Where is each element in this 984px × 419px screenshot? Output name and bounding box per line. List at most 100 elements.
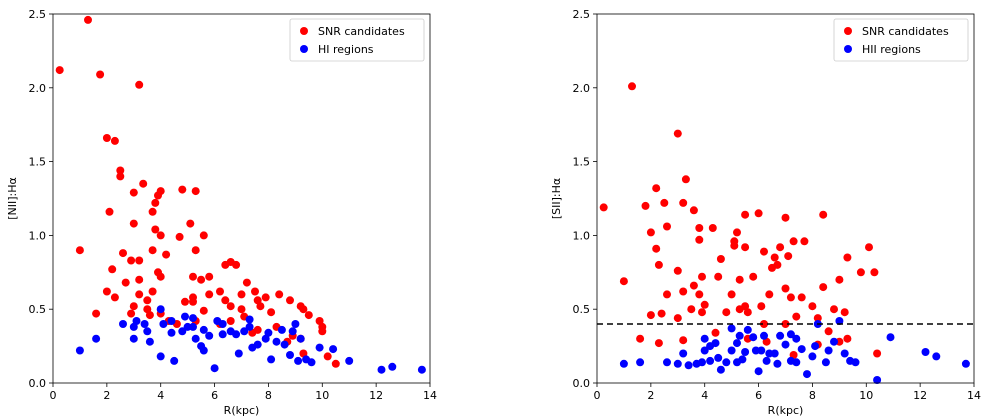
sii-point-snr-27 — [776, 243, 785, 252]
nii-y-tick-label-5: 2.5 — [29, 8, 47, 21]
sii-point-region-21 — [743, 325, 752, 334]
nii-point-region-30 — [264, 328, 273, 337]
nii-point-region-54 — [205, 331, 214, 340]
nii-legend-label-snr: SNR candidates — [318, 25, 405, 38]
nii-x-tick-label-3: 6 — [211, 389, 218, 402]
sii-point-region-18 — [735, 331, 744, 340]
sii-point-snr-65 — [698, 308, 706, 317]
sii-point-snr-60 — [636, 334, 645, 343]
nii-point-snr-81 — [253, 325, 262, 334]
sii-point-snr-38 — [698, 272, 706, 281]
sii-point-snr-35 — [870, 268, 879, 277]
sii-point-snr-82 — [873, 349, 882, 358]
nii-point-snr-33 — [232, 260, 241, 269]
nii-point-snr-1 — [84, 15, 92, 24]
nii-x-tick-label-7: 14 — [423, 389, 437, 402]
nii-point-snr-78 — [226, 317, 235, 325]
sii-point-snr-24 — [760, 247, 768, 256]
nii-point-region-7 — [156, 305, 165, 314]
sii-point-snr-76 — [679, 336, 688, 345]
sii-point-region-31 — [786, 330, 795, 339]
nii-point-region-49 — [234, 349, 243, 358]
sii-point-region-30 — [781, 340, 790, 349]
nii-point-region-51 — [267, 355, 276, 364]
sii-point-snr-72 — [824, 327, 833, 336]
sii-point-region-4 — [679, 349, 688, 358]
nii-legend: SNR candidates HI regions — [289, 18, 425, 62]
sii-point-region-12 — [714, 353, 723, 362]
nii-point-snr-67 — [304, 311, 313, 320]
sii-point-region-16 — [727, 324, 736, 333]
nii-point-region-0 — [75, 346, 84, 355]
sii-point-snr-48 — [619, 277, 628, 286]
nii-point-region-33 — [280, 340, 289, 349]
nii-point-region-35 — [291, 320, 300, 328]
sii-point-snr-9 — [646, 228, 655, 237]
sii-y-tick-label-0: 0.0 — [573, 377, 591, 390]
sii-point-snr-52 — [700, 300, 709, 309]
nii-point-snr-40 — [121, 278, 130, 287]
nii-legend-marker-hi — [300, 45, 308, 53]
nii-point-snr-63 — [267, 308, 276, 317]
sii-point-snr-13 — [708, 224, 717, 232]
sii-points-layer — [599, 82, 970, 384]
sii-point-snr-5 — [641, 201, 650, 210]
sii-y-tick-label-3: 1.5 — [573, 156, 591, 169]
nii-legend-marker-snr — [300, 27, 308, 35]
sii-point-snr-46 — [808, 302, 817, 311]
sii-point-snr-28 — [784, 252, 793, 261]
sii-point-snr-15 — [733, 228, 741, 237]
sii-point-snr-63 — [673, 314, 682, 323]
nii-point-snr-42 — [148, 287, 157, 296]
nii-point-region-18 — [191, 334, 200, 343]
sii-point-snr-29 — [789, 237, 798, 246]
nii-point-snr-41 — [135, 290, 144, 299]
nii-x-tick-label-0: 0 — [50, 389, 57, 402]
sii-point-region-50 — [961, 359, 970, 368]
nii-point-region-31 — [272, 337, 281, 346]
sii-point-snr-41 — [735, 275, 744, 284]
nii-point-snr-45 — [129, 302, 138, 311]
nii-point-snr-76 — [199, 306, 208, 315]
nii-point-snr-24 — [148, 246, 157, 255]
nii-point-snr-46 — [143, 296, 152, 305]
sii-legend-marker-snr — [844, 27, 852, 35]
sii-point-region-7 — [698, 358, 706, 367]
nii-point-region-45 — [156, 352, 165, 361]
nii-point-snr-13 — [191, 187, 200, 196]
sii-point-region-36 — [808, 352, 817, 361]
nii-point-region-42 — [377, 365, 386, 374]
nii-point-snr-36 — [205, 272, 214, 281]
nii-point-region-6 — [143, 327, 152, 336]
sii-point-snr-39 — [714, 272, 723, 281]
sii-plot-frame — [596, 13, 975, 384]
nii-point-region-16 — [189, 322, 197, 331]
sii-point-snr-43 — [768, 263, 776, 272]
nii-point-snr-15 — [148, 207, 157, 216]
sii-x-tick-label-7: 14 — [967, 389, 981, 402]
sii-point-region-9 — [706, 356, 715, 365]
sii-point-snr-2 — [673, 129, 682, 138]
sii-point-region-15 — [727, 346, 736, 355]
sii-point-snr-4 — [652, 184, 661, 193]
sii-point-region-5 — [684, 361, 693, 370]
sii-x-axis-label: R(kpc) — [768, 404, 804, 417]
sii-point-region-47 — [886, 333, 895, 342]
sii-point-region-42 — [835, 317, 844, 325]
nii-legend-label-hi: HI regions — [318, 43, 374, 56]
nii-point-region-44 — [417, 365, 426, 374]
sii-point-snr-77 — [711, 328, 720, 337]
sii-y-tick-label-4: 2.0 — [573, 82, 591, 95]
sii-point-snr-18 — [781, 213, 790, 222]
nii-point-snr-44 — [110, 293, 119, 302]
sii-point-region-8 — [700, 346, 709, 355]
nii-point-region-15 — [189, 314, 197, 323]
nii-point-snr-50 — [189, 293, 197, 302]
nii-point-snr-52 — [216, 287, 224, 296]
nii-point-region-13 — [181, 312, 189, 321]
sii-point-region-25 — [760, 331, 768, 340]
sii-legend: SNR candidates HII regions — [833, 18, 969, 62]
nii-point-region-55 — [178, 327, 187, 336]
nii-point-region-40 — [329, 345, 338, 354]
